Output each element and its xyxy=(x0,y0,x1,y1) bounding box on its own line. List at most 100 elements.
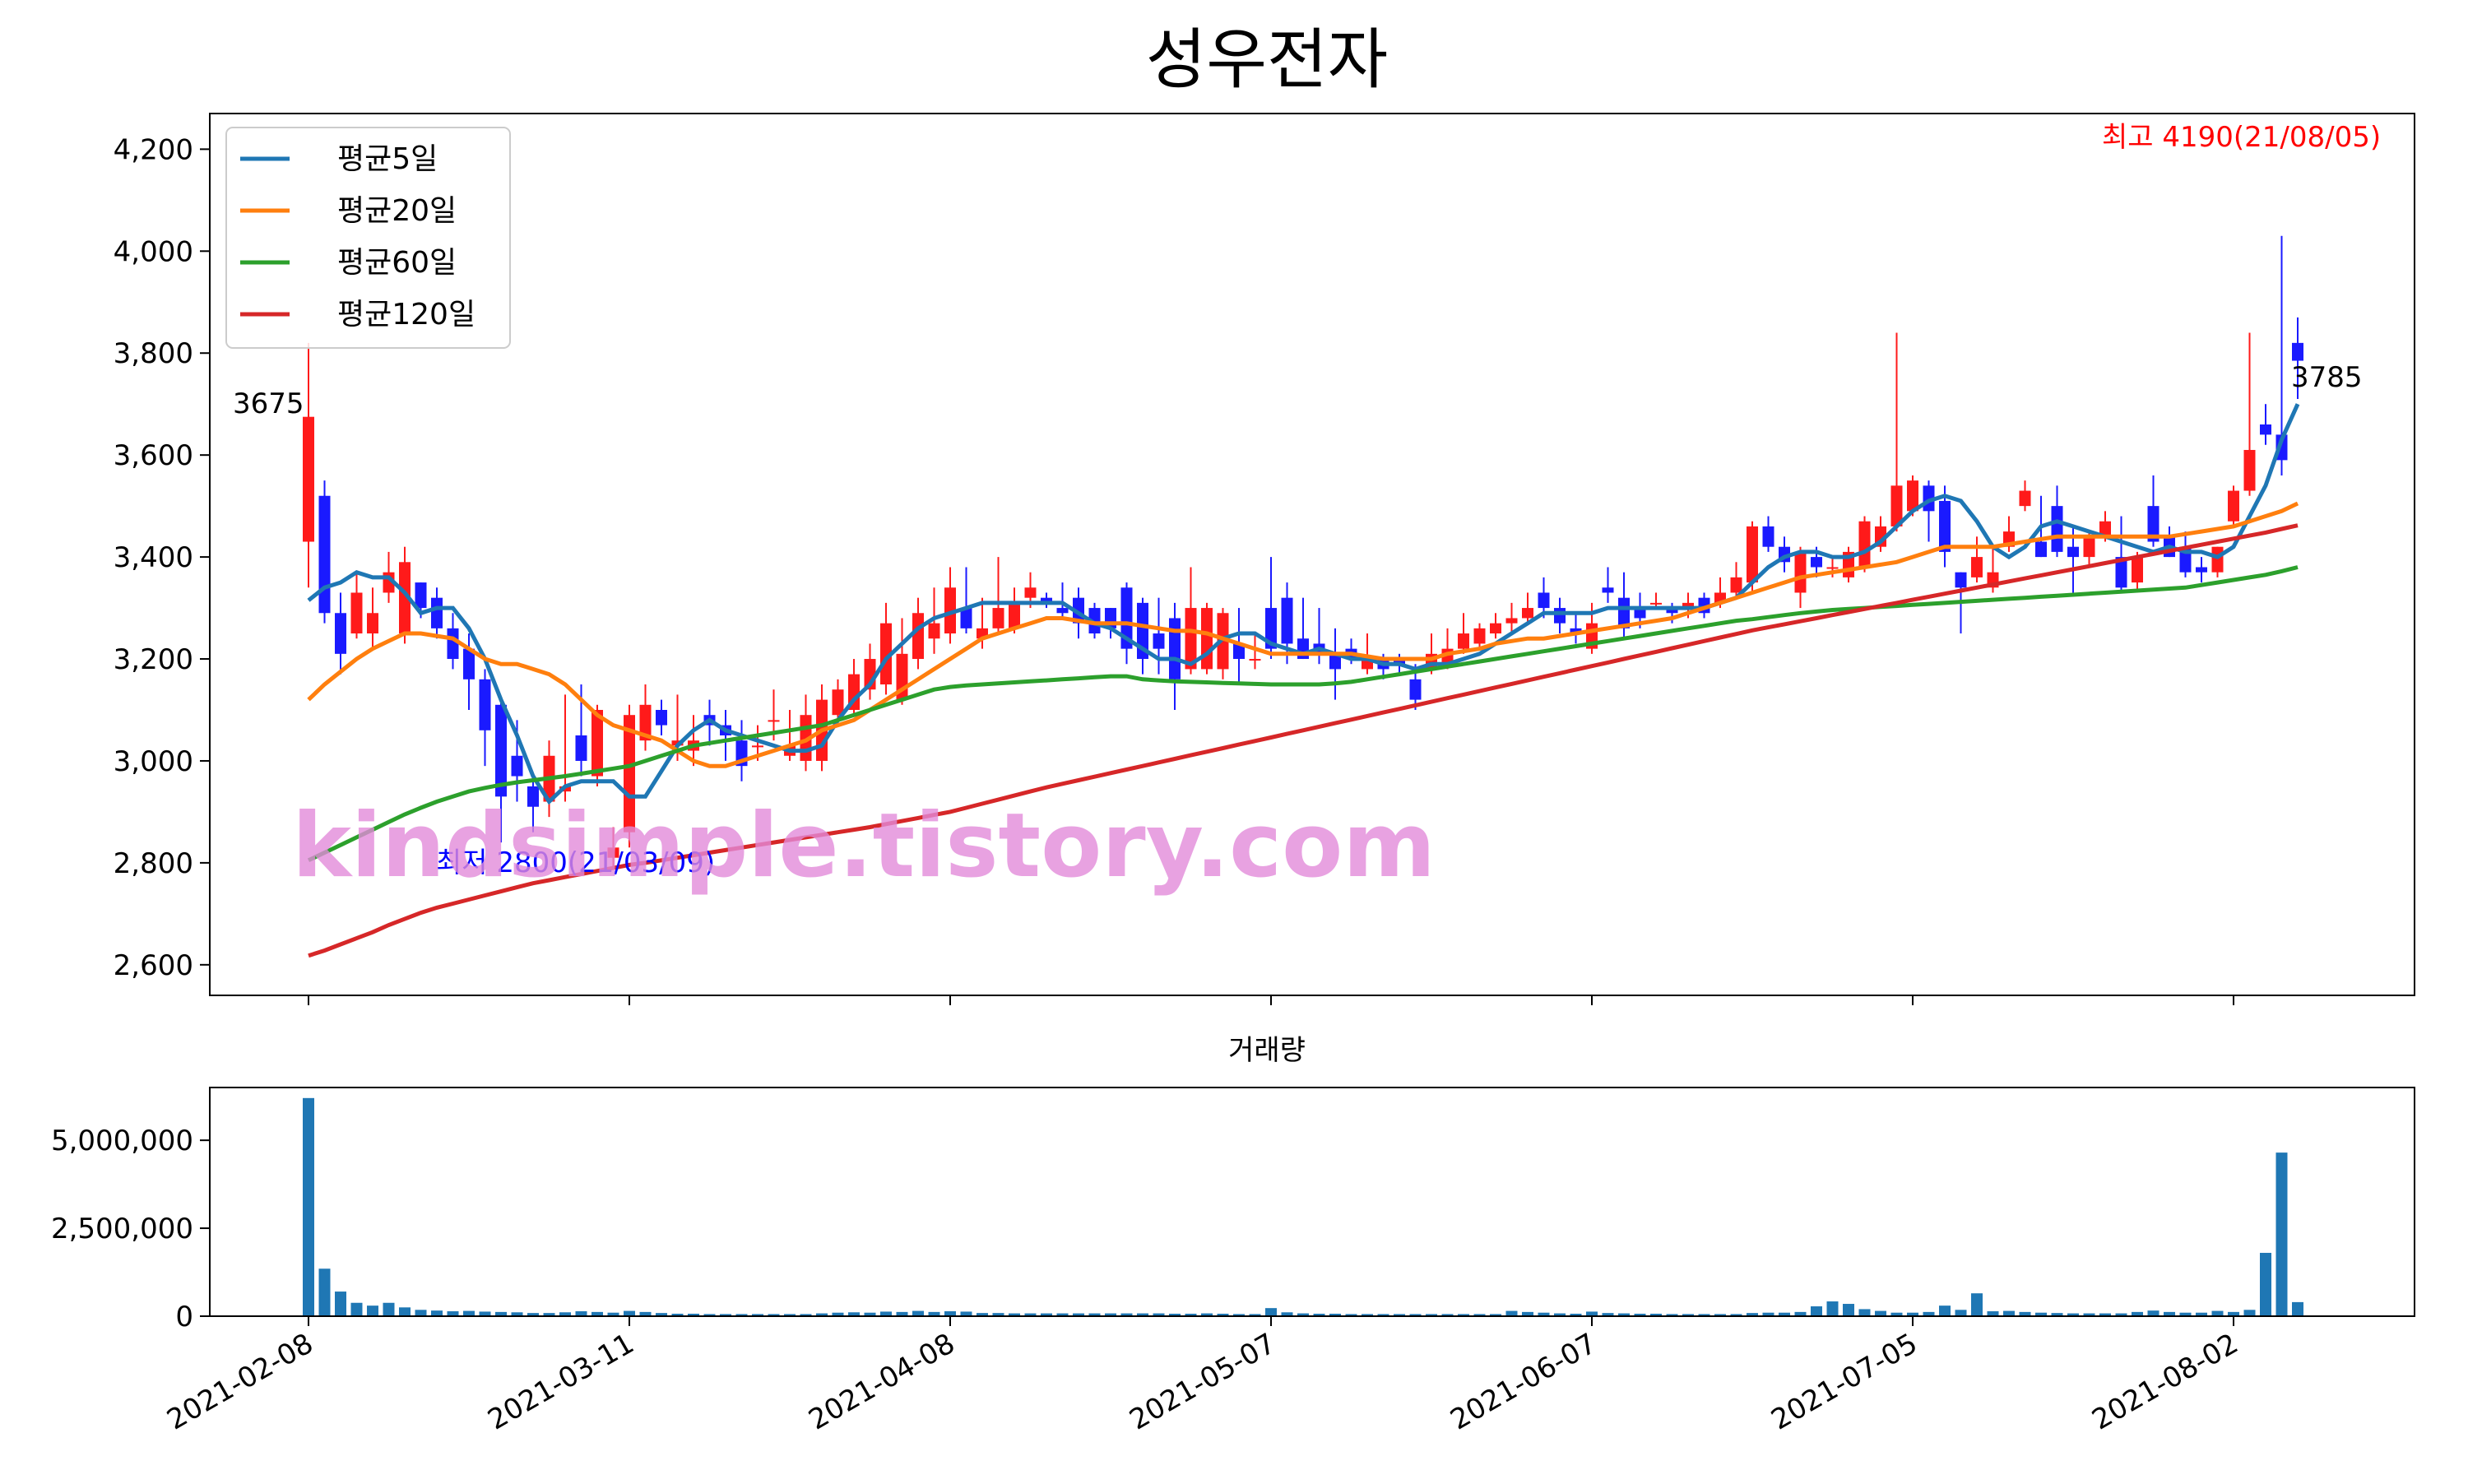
volume-bar xyxy=(2243,1310,2256,1316)
candle-body xyxy=(1249,659,1261,661)
volume-bar xyxy=(1362,1314,1373,1316)
candle-body xyxy=(2196,567,2207,573)
volume-bar xyxy=(1522,1311,1533,1316)
candle-body xyxy=(1811,557,1822,568)
candle-body xyxy=(1009,602,1020,628)
volume-bar xyxy=(318,1268,331,1316)
ma-line-평균120일 xyxy=(308,523,2299,958)
candle-body xyxy=(1907,480,1918,512)
min-price-label: 최저 2800(21/03/09) xyxy=(436,846,715,879)
candle-body xyxy=(1794,551,1807,593)
price-plot-frame xyxy=(209,113,2415,996)
volume-bar xyxy=(656,1313,667,1316)
volume-bar xyxy=(977,1313,988,1316)
volume-bar xyxy=(495,1311,507,1316)
volume-bar xyxy=(1779,1312,1790,1316)
volume-bar xyxy=(1073,1313,1084,1316)
volume-bar xyxy=(735,1314,748,1316)
candle-body xyxy=(960,608,972,628)
candle-body xyxy=(1458,633,1469,649)
volume-bar xyxy=(880,1311,892,1316)
volume-bar xyxy=(1105,1313,1116,1316)
volume-bar xyxy=(2099,1313,2111,1316)
candle-body xyxy=(1971,557,1983,577)
candle-body xyxy=(624,715,635,832)
candle-body xyxy=(463,648,475,679)
volume-bar xyxy=(1971,1293,1983,1316)
volume-bar xyxy=(527,1313,539,1316)
volume-bar xyxy=(2115,1313,2127,1316)
volume-bar xyxy=(816,1313,828,1316)
volume-bar xyxy=(1762,1312,1774,1316)
y-tick-label: 2,800 xyxy=(114,847,193,880)
volume-bar xyxy=(591,1311,603,1316)
candle-body xyxy=(335,613,346,654)
candle-body xyxy=(832,689,844,716)
volume-bar xyxy=(2275,1152,2288,1316)
legend-label: 평균60일 xyxy=(337,246,457,280)
volume-bars xyxy=(303,1097,2303,1316)
candle-body xyxy=(1153,633,1165,649)
volume-bar xyxy=(2196,1312,2207,1316)
volume-bar xyxy=(1137,1313,1148,1316)
volume-bar xyxy=(1024,1313,1037,1316)
vol-y-tick-label: 5,000,000 xyxy=(51,1125,193,1157)
volume-bar xyxy=(463,1310,475,1316)
candle-body xyxy=(607,847,619,858)
volume-bar xyxy=(1923,1311,1935,1316)
volume-bar xyxy=(1169,1314,1181,1316)
volume-bar xyxy=(960,1311,972,1316)
main-chart-title: 성우전자 xyxy=(1146,21,1388,98)
volume-bar xyxy=(1811,1306,1822,1316)
volume-bar xyxy=(1698,1314,1710,1316)
candle-body xyxy=(1394,659,1405,665)
candle-body xyxy=(1554,608,1566,624)
candle-body xyxy=(752,745,763,748)
watermark: kindsimple.tistory.com xyxy=(292,795,1436,897)
volume-bar xyxy=(1458,1314,1469,1316)
candle-body xyxy=(2292,342,2303,361)
candle-body xyxy=(2067,546,2079,558)
volume-bar xyxy=(1201,1313,1213,1316)
candle-body xyxy=(928,623,940,639)
volume-bar xyxy=(1843,1304,1854,1316)
candle-body xyxy=(511,755,523,777)
volume-bar xyxy=(1394,1314,1405,1316)
candle-body xyxy=(1281,597,1293,644)
y-tick-label: 3,400 xyxy=(114,541,193,574)
candle-body xyxy=(1570,628,1582,634)
volume-bar xyxy=(1987,1311,1999,1316)
volume-bar xyxy=(1265,1308,1277,1316)
volume-chart-title: 거래량 xyxy=(1228,1034,1306,1067)
volume-bar xyxy=(1730,1314,1742,1316)
volume-bar xyxy=(1794,1311,1807,1316)
volume-bar xyxy=(832,1312,844,1316)
y-tick-label: 2,600 xyxy=(114,949,193,982)
volume-bar xyxy=(415,1310,427,1316)
max-price-label: 최고 4190(21/08/05) xyxy=(2102,121,2381,154)
candle-body xyxy=(2051,506,2063,552)
candle-body xyxy=(447,628,459,660)
volume-bar xyxy=(1618,1313,1630,1316)
volume-bar xyxy=(2051,1313,2063,1316)
volume-bar xyxy=(1634,1314,1646,1316)
volume-bar xyxy=(1490,1314,1501,1316)
candle-body xyxy=(992,608,1004,628)
volume-bar xyxy=(1554,1313,1566,1316)
candle-body xyxy=(527,786,539,807)
candle-body xyxy=(1201,608,1213,670)
candle-body xyxy=(431,597,443,628)
volume-bar xyxy=(1345,1314,1357,1316)
candle-body xyxy=(303,416,314,542)
candle-body xyxy=(639,704,652,741)
legend-label: 평균20일 xyxy=(337,194,457,228)
candle-body xyxy=(1747,526,1758,583)
volume-bar xyxy=(1826,1301,1839,1316)
volume-bar xyxy=(543,1313,555,1316)
legend-box xyxy=(225,127,511,349)
volume-bar xyxy=(559,1312,571,1316)
volume-bar xyxy=(1505,1310,1518,1316)
volume-bar xyxy=(1426,1314,1437,1316)
candle-body xyxy=(1490,623,1501,634)
